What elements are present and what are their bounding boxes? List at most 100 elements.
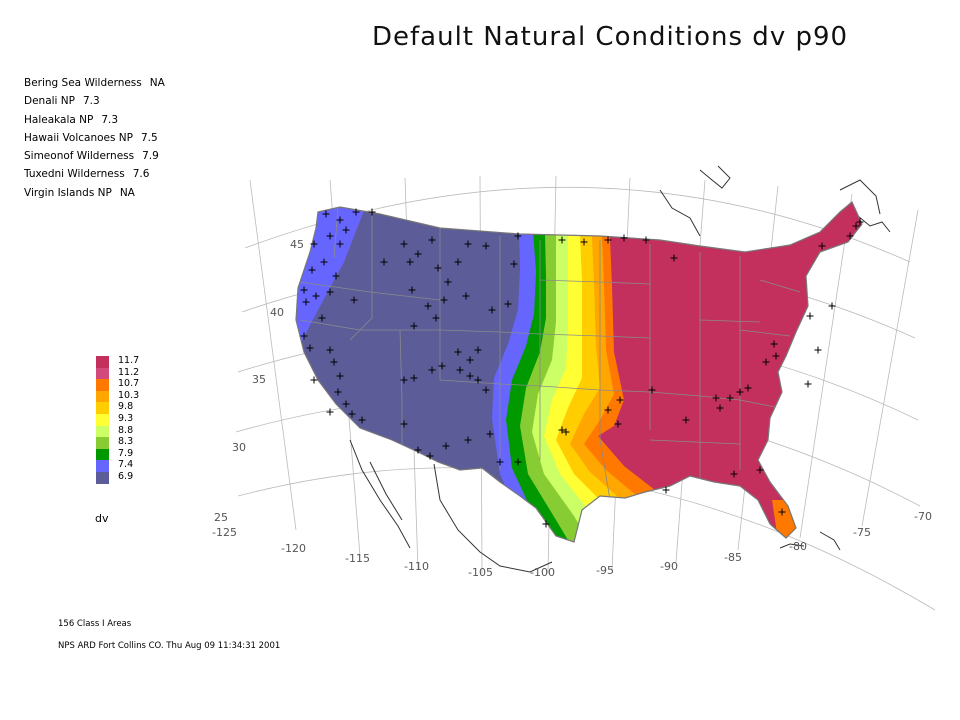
legend-label: 11.7	[118, 355, 140, 366]
legend-swatch	[96, 367, 109, 380]
longitude-label: -105	[468, 566, 493, 579]
site-item: Tuxedni Wilderness 7.6	[24, 165, 173, 183]
site-marker	[438, 362, 446, 370]
legend-swatch	[96, 448, 109, 461]
legend-label: 8.8	[118, 424, 134, 436]
site-marker	[400, 420, 408, 428]
site-item: Virgin Islands NP NA	[24, 184, 173, 202]
site-marker	[482, 386, 490, 394]
site-value: NA	[119, 186, 135, 199]
site-marker	[306, 344, 314, 352]
latitude-label: 40	[270, 306, 284, 319]
legend-swatch	[96, 390, 109, 403]
site-marker	[434, 264, 442, 272]
site-marker	[514, 458, 522, 466]
site-marker	[730, 470, 738, 478]
latitude-label: 25	[214, 511, 228, 524]
latitude-label: 35	[252, 373, 266, 386]
site-marker	[562, 428, 570, 436]
site-marker	[424, 302, 432, 310]
site-item: Simeonof Wilderness 7.9	[24, 147, 173, 165]
longitude-label: -70	[914, 510, 932, 523]
class-i-area-markers	[300, 208, 864, 528]
site-marker	[440, 296, 448, 304]
site-marker	[336, 240, 344, 248]
site-marker	[756, 466, 764, 474]
site-marker	[432, 314, 440, 322]
site-marker	[852, 222, 860, 230]
site-name: Virgin Islands NP	[24, 186, 112, 199]
site-name: Haleakala NP	[24, 113, 94, 126]
site-marker	[334, 388, 342, 396]
site-marker	[662, 486, 670, 494]
site-marker	[300, 286, 308, 294]
site-marker	[400, 376, 408, 384]
longitude-label: -110	[404, 560, 429, 573]
site-marker	[772, 352, 780, 360]
longitude-label: -85	[724, 551, 742, 564]
site-marker	[736, 388, 744, 396]
site-name: Denali NP	[24, 95, 75, 108]
site-item: Haleakala NP 7.3	[24, 111, 173, 129]
site-name: Bering Sea Wilderness	[24, 77, 142, 89]
site-value: 7.3	[101, 113, 119, 126]
site-marker	[454, 348, 462, 356]
latitude-label: 30	[232, 441, 246, 454]
site-marker	[466, 372, 474, 380]
legend-swatch	[96, 413, 109, 426]
site-marker	[616, 396, 624, 404]
site-marker	[320, 258, 328, 266]
site-value: 7.6	[132, 168, 150, 181]
site-marker	[326, 346, 334, 354]
site-value: 7.5	[140, 131, 158, 144]
site-marker	[414, 446, 422, 454]
site-marker	[580, 238, 588, 246]
site-marker	[310, 240, 318, 248]
site-marker	[504, 300, 512, 308]
site-marker	[604, 236, 612, 244]
site-marker	[462, 292, 470, 300]
longitude-label: -100	[530, 566, 555, 579]
site-marker	[818, 242, 826, 250]
site-marker	[454, 258, 462, 266]
site-marker	[806, 312, 814, 320]
site-marker	[326, 288, 334, 296]
site-marker	[856, 218, 864, 226]
state-borders	[299, 207, 801, 501]
site-marker	[482, 242, 490, 250]
site-marker	[336, 216, 344, 224]
site-marker	[368, 208, 376, 216]
site-marker	[330, 358, 338, 366]
legend-label: 9.8	[118, 401, 134, 413]
site-marker	[558, 426, 566, 434]
legend-label: 7.9	[118, 447, 134, 459]
longitude-label: -115	[345, 552, 370, 565]
site-name: Simeonof Wilderness	[24, 150, 135, 163]
site-name: Tuxedni Wilderness	[24, 168, 125, 181]
site-value: 7.9	[142, 150, 159, 163]
site-marker	[464, 240, 472, 248]
site-marker	[620, 234, 628, 242]
site-marker	[474, 376, 482, 384]
site-marker	[496, 458, 504, 466]
site-marker	[682, 416, 690, 424]
class-i-count: 156 Class I Areas	[58, 619, 132, 629]
legend-swatch	[96, 460, 109, 472]
site-marker	[726, 394, 734, 402]
legend-label: 10.7	[118, 378, 140, 390]
site-item: Bering Sea Wilderness NA	[24, 74, 173, 92]
site-marker	[466, 356, 474, 364]
site-marker	[456, 366, 464, 374]
site-marker	[336, 372, 344, 380]
outer-coastlines	[349, 165, 891, 573]
site-marker	[350, 296, 358, 304]
site-marker	[648, 386, 656, 394]
latitude-label: 45	[290, 238, 304, 251]
site-marker	[410, 374, 418, 382]
site-marker	[326, 408, 334, 416]
legend-label: 9.3	[118, 412, 134, 424]
longitude-label: -75	[853, 526, 871, 539]
site-marker	[744, 384, 752, 392]
site-marker	[342, 400, 350, 408]
